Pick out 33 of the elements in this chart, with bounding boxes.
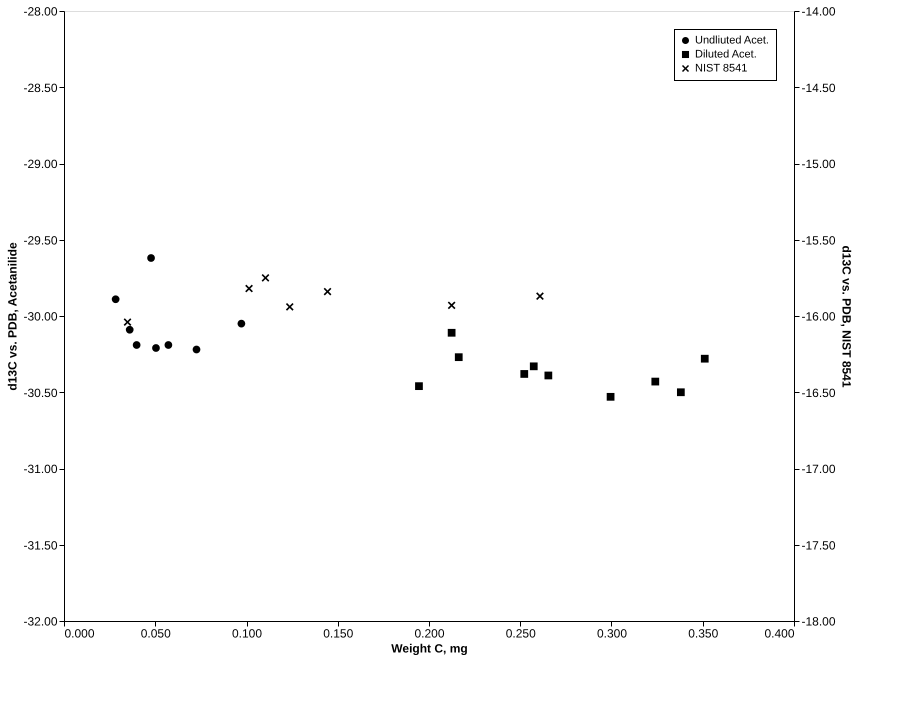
y-tick-label: -29.50: [23, 233, 58, 248]
y-tick-label: -29.00: [23, 157, 58, 171]
y-axis-title: d13C vs. PDB, Acetanilide: [5, 242, 20, 391]
y-tick-label: -31.50: [23, 538, 58, 552]
y2-tick-label: -15.50: [802, 233, 836, 248]
x-tick-label: 0.100: [232, 626, 262, 640]
y2-axis-title: d13C vs. PDB, NIST 8541: [840, 245, 854, 388]
y2-tick-label: -14.00: [802, 4, 836, 18]
y-tick-label: -30.00: [23, 310, 58, 324]
x-tick-label: 0.250: [506, 626, 536, 640]
y-tick-label: -31.00: [23, 462, 58, 476]
x-tick-label: 0.400: [764, 626, 795, 640]
y-tick-label: -28.00: [23, 4, 58, 18]
y2-tick-label: -16.50: [802, 386, 836, 400]
y2-tick-label: -16.00: [802, 310, 836, 324]
legend-label: Diluted Acet.: [695, 48, 757, 60]
x-axis-title: Weight C, mg: [391, 642, 468, 656]
x-tick-label: 0.150: [323, 626, 354, 640]
y-tick-label: -28.50: [23, 80, 58, 95]
legend-label: Undliuted Acet.: [695, 34, 769, 46]
x-tick-label: 0.300: [596, 626, 628, 640]
legend-label: NIST 8541: [695, 62, 748, 74]
y2-tick-label: -17.00: [802, 462, 836, 476]
x-tick-label: 0.000: [64, 626, 95, 640]
x-tick-label: 0.350: [688, 626, 719, 640]
y2-tick-label: -14.50: [802, 80, 836, 95]
y2-tick-label: -15.00: [802, 157, 836, 171]
y2-tick-label: -18.00: [802, 614, 836, 628]
x-tick-label: 0.200: [414, 626, 445, 640]
y-tick-label: -30.50: [23, 386, 58, 400]
y2-tick-label: -17.50: [802, 538, 836, 552]
y-tick-label: -32.00: [23, 614, 58, 628]
x-tick-label: 0.050: [140, 626, 172, 640]
